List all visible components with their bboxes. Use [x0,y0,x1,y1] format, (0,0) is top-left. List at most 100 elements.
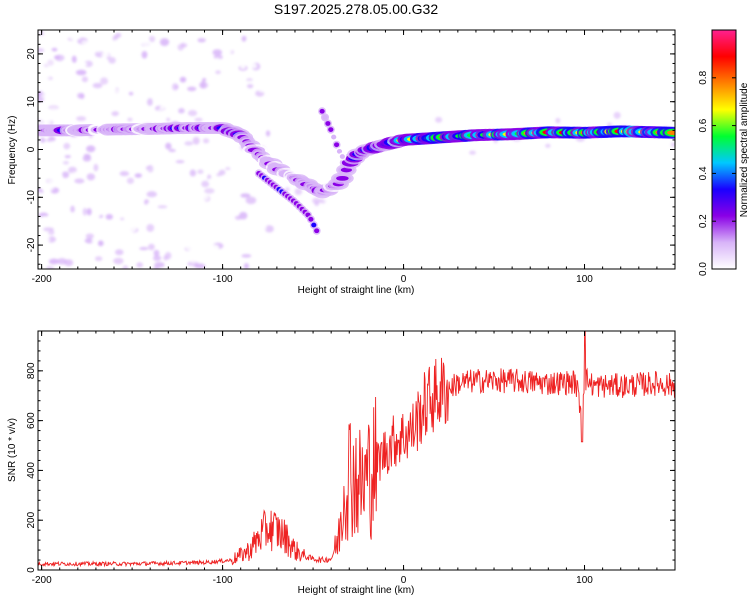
noise-blob [57,232,63,237]
snr-line [38,331,675,568]
noise-blob [233,51,241,57]
noise-blob [259,225,268,231]
noise-blob [104,149,112,154]
x-tick-label: 0 [401,575,407,586]
noise-blob [134,173,142,178]
noise-blob [186,265,196,269]
noise-blob [165,142,172,150]
noise-blob [174,102,181,108]
noise-blob [206,235,216,243]
noise-blob [256,105,266,111]
spectrogram-ylabel: Frequency (Hz) [7,116,18,185]
figure-title: S197.2025.278.05.00.G32 [274,1,438,17]
x-tick-label: 0 [401,274,407,285]
noise-blob [48,85,57,90]
noise-blob [201,180,210,188]
noise-blob [168,233,180,241]
noise-blob [116,234,127,243]
snr-panel: -200 -100 0 100 0 200 400 600 800 Height of stra… [7,330,676,596]
noise-blob [153,255,162,262]
noise-blob [199,81,209,89]
noise-blob [180,228,186,234]
noise-blob [82,207,87,216]
noise-blob [215,137,225,142]
noise-blob [119,171,130,177]
noise-blob [138,106,146,112]
noise-blob [62,99,74,104]
colorbar-tick-label: 0.2 [698,214,709,228]
branch-core [325,121,331,126]
noise-blob [255,36,266,43]
noise-blob [245,39,252,47]
noise-blob [113,39,121,43]
noise-blob [256,118,266,125]
noise-blob [69,35,81,41]
noise-blob [606,122,613,126]
noise-blob [207,178,213,183]
noise-blob [80,82,90,89]
noise-blob [40,92,48,99]
noise-blob [74,178,85,184]
y-tick-label: 600 [26,412,37,429]
colorbar-tick-label: 0.0 [698,262,709,276]
noise-blob [171,186,178,195]
noise-blob [77,92,85,99]
snr-axes: -200 -100 0 100 0 200 400 600 800 [26,330,676,586]
noise-blob [48,117,57,121]
noise-blob [158,50,164,55]
colorbar: 0.0 0.2 0.4 0.6 0.8 Normalized spectral ampl… [698,29,750,276]
noise-blob [261,110,267,118]
noise-blob [264,225,274,233]
noise-blob [43,227,54,232]
noise-blob [40,87,47,91]
noise-blob [165,248,172,253]
noise-blob [189,169,197,177]
noise-blob [216,32,226,37]
noise-blob [175,256,185,263]
noise-blob [169,172,177,179]
noise-blob [47,179,59,184]
noise-blob [149,55,159,64]
noise-blob [112,175,120,180]
noise-blob [211,40,219,47]
noise-blob [39,181,45,186]
noise-blob [39,265,47,269]
noise-blob [183,39,189,45]
noise-blob [125,225,137,233]
noise-blob [132,204,140,213]
noise-blob [139,247,149,251]
noise-blob [158,66,168,71]
noise-blob [62,161,70,165]
noise-blob [113,189,119,194]
noise-blob [40,137,46,143]
noise-blob [243,186,254,193]
noise-blob [228,265,240,269]
noise-blob [62,60,73,67]
noise-blob [260,212,266,219]
noise-blob [38,196,43,202]
noise-blob [179,76,187,83]
noise-blob [205,101,216,110]
noise-blob [153,266,160,269]
noise-blob [159,136,169,142]
noise-blob [249,220,255,227]
noise-blob [77,87,86,95]
noise-blob [201,161,211,166]
noise-blob [53,55,61,60]
noise-blob [40,76,51,81]
x-tick-label: -200 [32,274,52,285]
noise-blob [221,145,231,154]
noise-blob [48,106,59,112]
noise-blob [254,124,264,133]
noise-blob [40,238,51,242]
noise-blob [39,216,51,224]
noise-blob [197,169,204,174]
noise-blob [213,160,219,165]
noise-blob [161,30,169,36]
noise-blob [97,240,104,247]
noise-blob [161,178,171,185]
noise-blob [114,67,122,74]
noise-blob [113,257,124,265]
noise-blob [147,165,154,173]
noise-blob [69,91,80,97]
